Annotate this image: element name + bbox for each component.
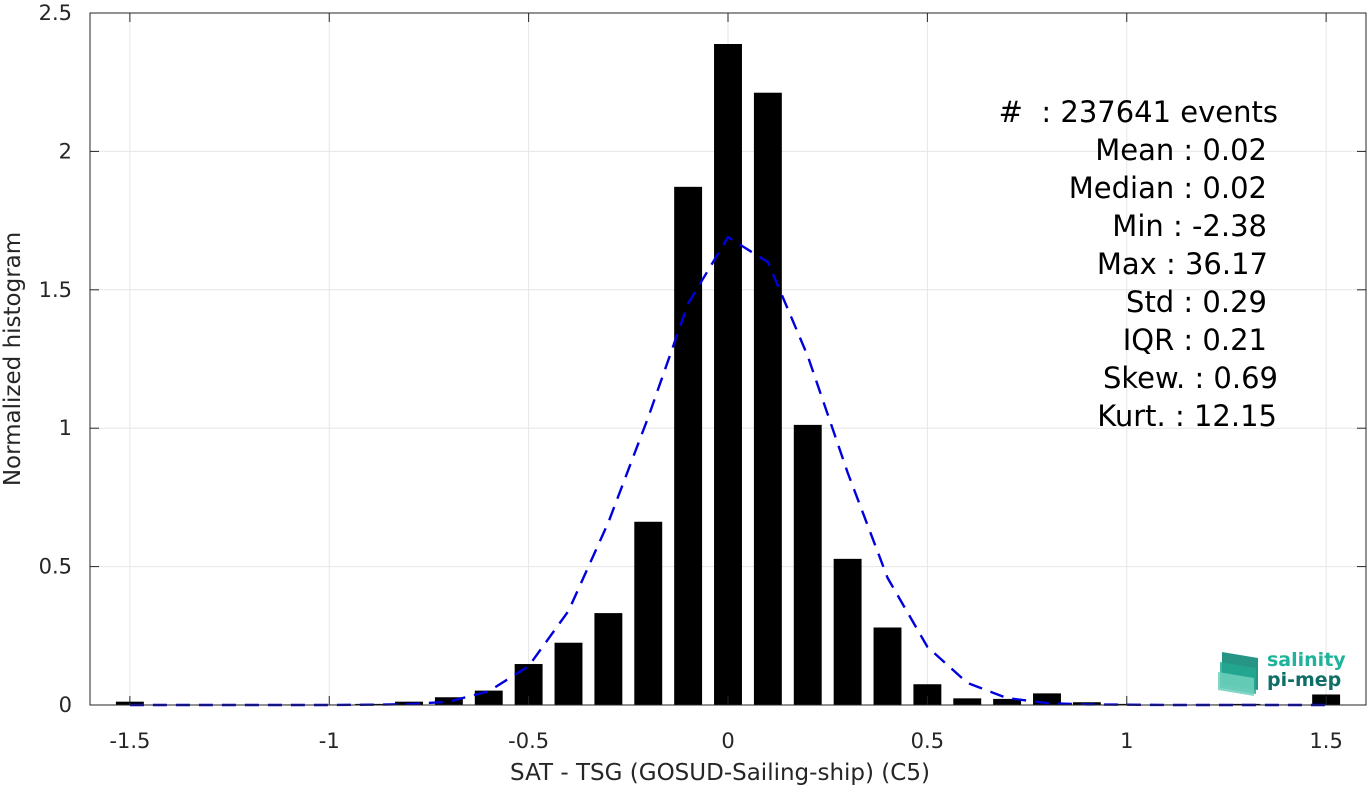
y-tick-label: 1.5	[39, 278, 72, 302]
stat-kurt: Kurt. : 12.15	[1097, 399, 1277, 433]
x-tick-label: -0.5	[508, 729, 549, 753]
histogram-bar	[555, 643, 583, 705]
stat-max: Max : 36.17	[1097, 247, 1268, 281]
histogram-bar	[874, 627, 902, 705]
y-axis-title: Normalized histogram	[0, 232, 26, 486]
histogram-bar	[794, 425, 822, 705]
x-tick-label: -1	[319, 729, 340, 753]
stat-skew: Skew. : 0.69	[1103, 361, 1278, 395]
y-tick-label: 2.5	[39, 1, 72, 25]
histogram-bar	[674, 187, 702, 705]
stat-median: Median : 0.02	[1069, 171, 1267, 205]
histogram-bar	[953, 698, 981, 705]
x-tick-label: 1.5	[1309, 729, 1342, 753]
histogram-bar	[634, 522, 662, 705]
y-tick-labels: 0 0.5 1 1.5 2 2.5	[39, 1, 72, 717]
histogram-bar	[714, 44, 742, 705]
logo-line-1: salinity	[1267, 649, 1346, 671]
y-tick-label: 0.5	[39, 555, 72, 579]
stat-mean: Mean : 0.02	[1095, 133, 1267, 167]
histogram-bar	[834, 559, 862, 705]
y-tick-label: 2	[59, 139, 72, 163]
stat-std: Std : 0.29	[1126, 285, 1267, 319]
wave-layers-icon	[1218, 652, 1258, 696]
histogram-bar	[594, 613, 622, 705]
x-tick-label: 1	[1120, 729, 1133, 753]
x-axis-title: SAT - TSG (GOSUD-Sailing-ship) (C5)	[510, 760, 930, 786]
salinity-pi-mep-logo: salinity pi-mep	[1218, 649, 1346, 696]
x-tick-label: -1.5	[109, 729, 150, 753]
stat-iqr: IQR : 0.21	[1123, 323, 1267, 357]
x-tick-label: 0.5	[911, 729, 944, 753]
stat-events: # : 237641 events	[999, 95, 1278, 129]
x-tick-labels: -1.5 -1 -0.5 0 0.5 1 1.5	[109, 729, 1342, 753]
y-tick-label: 1	[59, 416, 72, 440]
y-tick-label: 0	[59, 693, 72, 717]
logo-line-2: pi-mep	[1267, 669, 1341, 691]
histogram-bar	[754, 93, 782, 705]
stat-min: Min : -2.38	[1112, 209, 1267, 243]
x-tick-label: 0	[721, 729, 734, 753]
